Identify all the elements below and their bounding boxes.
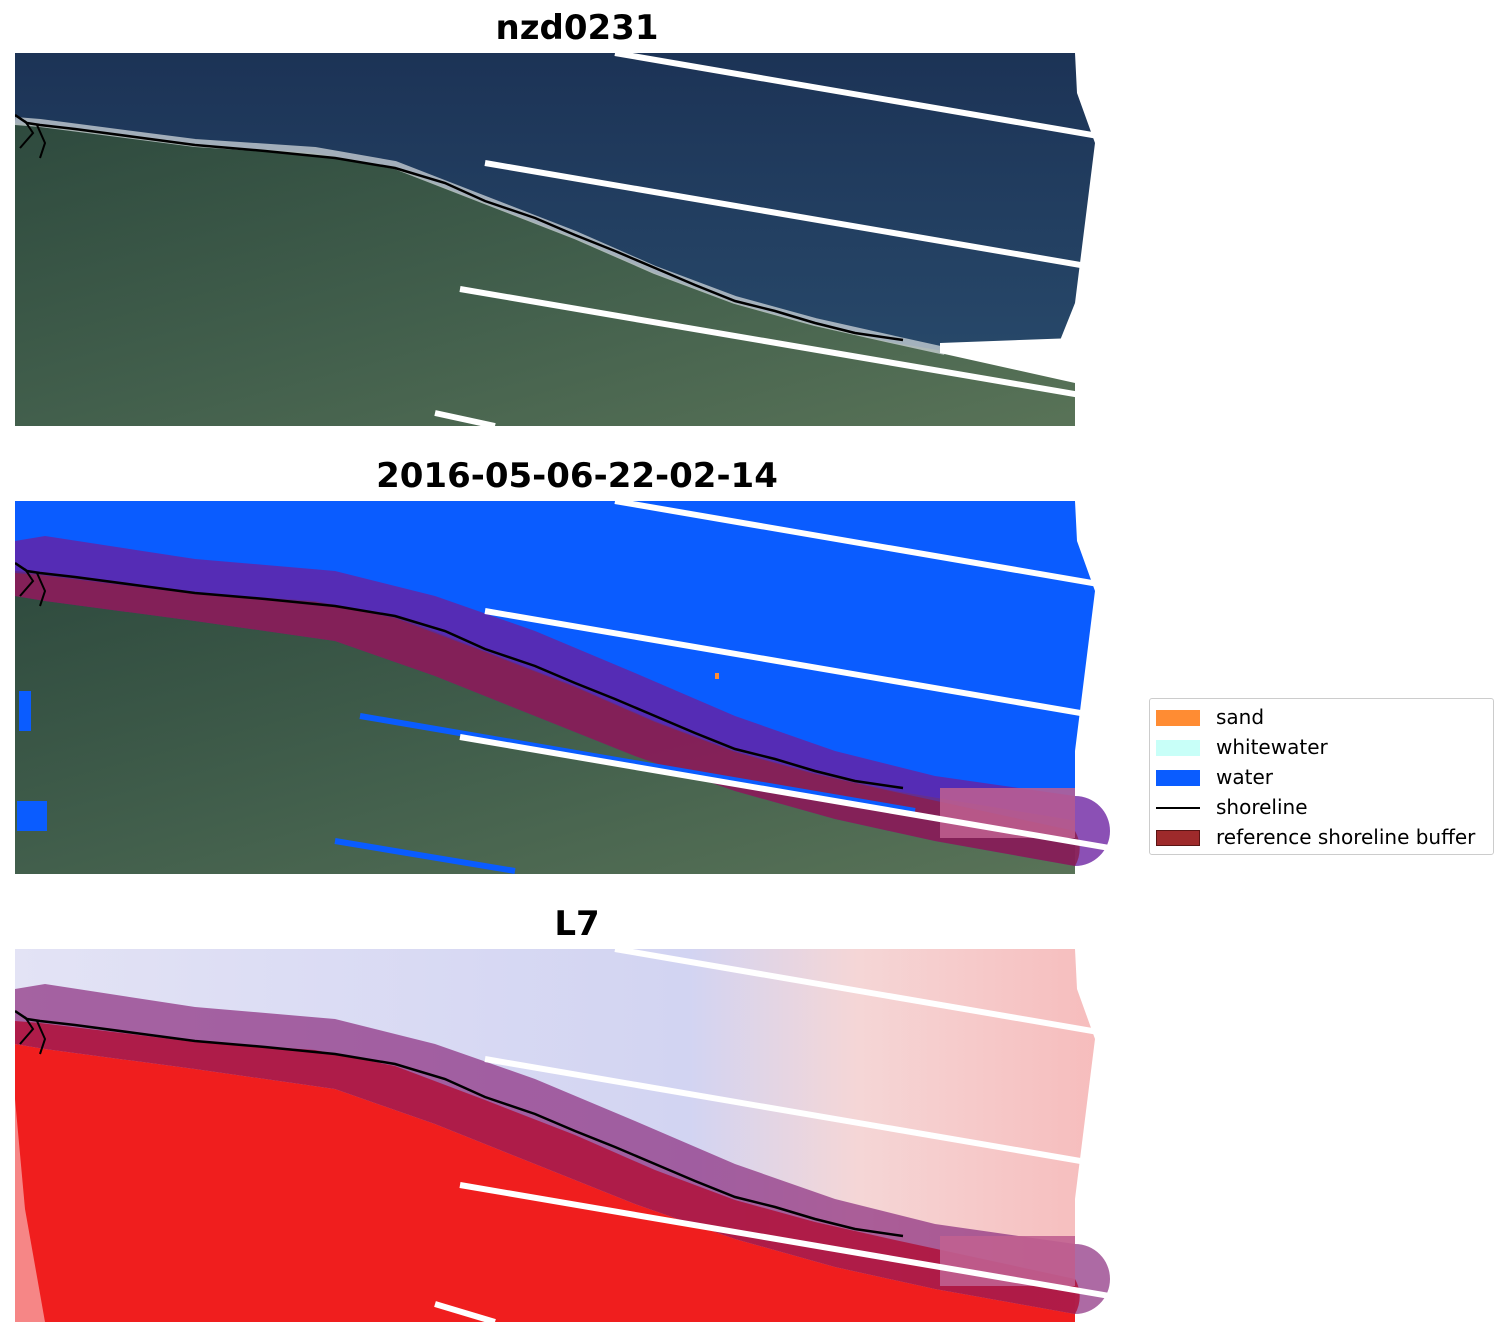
- legend-item-whitewater: whitewater: [1156, 731, 1486, 761]
- sand-swatch: [1156, 710, 1200, 726]
- legend-item-shoreline: shoreline: [1156, 791, 1486, 821]
- index-image: [15, 949, 1139, 1322]
- legend-item-water: water: [1156, 761, 1486, 791]
- legend-label: sand: [1216, 705, 1265, 729]
- shoreline-path: [15, 113, 904, 342]
- shoreline-line-swatch: [1156, 807, 1200, 809]
- legend-label: reference shoreline buffer: [1216, 825, 1476, 849]
- classified-image: [15, 501, 1139, 874]
- classified-image-panel: [15, 501, 1139, 874]
- rgb-image-panel: [15, 53, 1139, 426]
- legend: sand whitewater water shoreline referenc…: [1149, 698, 1494, 855]
- buffer-swatch: [1156, 830, 1200, 846]
- panel-title-rgb: nzd0231: [495, 8, 659, 48]
- legend-label: shoreline: [1216, 795, 1308, 819]
- rgb-image: [15, 53, 1139, 426]
- panel-title-date: 2016-05-06-22-02-14: [376, 456, 778, 496]
- legend-item-sand: sand: [1156, 701, 1486, 731]
- legend-label: whitewater: [1216, 735, 1328, 759]
- legend-item-buffer: reference shoreline buffer: [1156, 821, 1486, 851]
- index-image-panel: [15, 949, 1139, 1322]
- panel-title-satellite: L7: [554, 904, 600, 944]
- legend-label: water: [1216, 765, 1273, 789]
- water-swatch: [1156, 770, 1200, 786]
- whitewater-swatch: [1156, 740, 1200, 756]
